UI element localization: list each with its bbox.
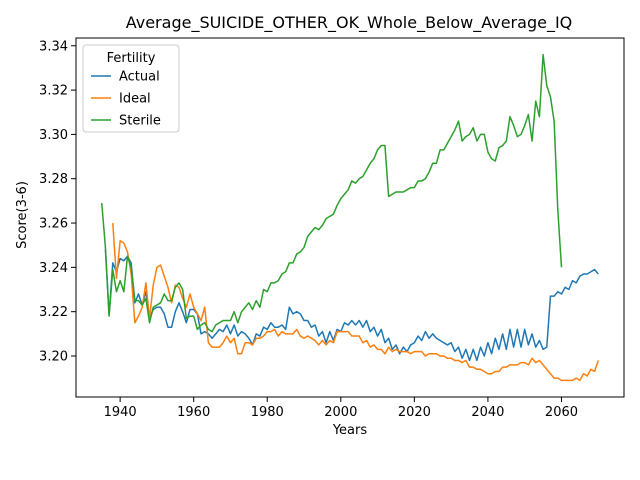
y-tick-label: 3.32 <box>39 84 68 99</box>
series-line-ideal <box>112 222 599 382</box>
y-tick-label: 3.26 <box>39 217 68 232</box>
legend-label-sterile: Sterile <box>119 114 161 129</box>
axes-layer: 1940 1960 1980 2000 2020 2040 2060 3.20 3.22 3.24… <box>39 39 578 420</box>
y-tick-label: 3.30 <box>39 128 68 143</box>
x-tick-label: 2040 <box>471 405 504 420</box>
y-tick-label: 3.28 <box>39 172 68 187</box>
x-tick-label: 2020 <box>398 405 431 420</box>
series-line-sterile <box>100 53 563 333</box>
y-tick-label: 3.20 <box>39 350 68 365</box>
x-tick-label: 1960 <box>177 405 210 420</box>
series-layer <box>100 53 599 382</box>
y-axis-label: Score(3-6) <box>15 181 30 249</box>
y-tick-label: 3.34 <box>39 39 68 54</box>
legend-label-ideal: Ideal <box>119 92 151 107</box>
y-tick-label: 3.22 <box>39 305 68 320</box>
legend: Fertility Actual Ideal Sterile <box>82 44 180 133</box>
x-tick-label: 1940 <box>104 405 137 420</box>
x-tick-label: 1980 <box>251 405 284 420</box>
legend-box <box>82 44 180 133</box>
legend-label-actual: Actual <box>119 70 160 85</box>
y-tick-label: 3.24 <box>39 261 68 276</box>
x-tick-label: 2000 <box>324 405 357 420</box>
legend-title: Fertility <box>107 51 156 66</box>
plot-frame <box>75 37 625 398</box>
chart-title: Average_SUICIDE_OTHER_OK_Whole_Below_Ave… <box>126 13 573 33</box>
x-tick-label: 2060 <box>545 405 578 420</box>
x-axis-label: Years <box>332 423 368 438</box>
